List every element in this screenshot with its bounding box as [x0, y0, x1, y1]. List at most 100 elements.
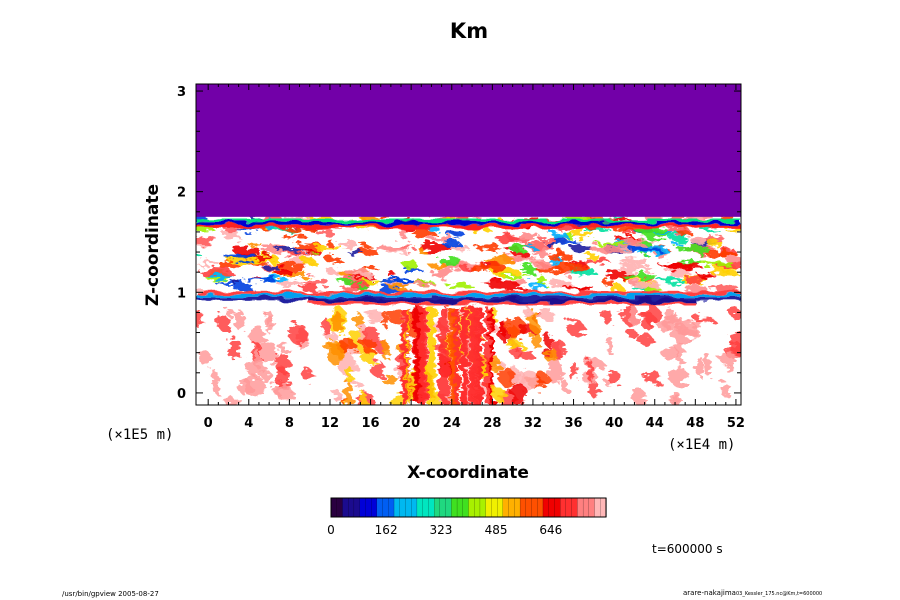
x-tick-label: 20: [402, 416, 420, 431]
x-tick-label: 32: [524, 416, 542, 431]
convection-cell: [729, 307, 741, 319]
turbulence-cell: [535, 276, 547, 284]
turbulence-cell: [495, 234, 519, 242]
colorbar-cell: [542, 497, 550, 518]
plume-column: [419, 307, 428, 405]
turbulence-cell: [584, 254, 601, 259]
x-tick-label: 12: [321, 416, 339, 431]
footer-left: /usr/bin/gpview 2005-08-27: [62, 590, 159, 598]
turbulence-cell: [505, 287, 532, 292]
turbulence-cell: [656, 277, 686, 284]
turbulence-cell: [689, 235, 707, 245]
turbulence-cell: [347, 250, 364, 254]
turbulence-cell: [418, 243, 453, 252]
convection-cell: [381, 374, 398, 385]
colorbar-cell: [582, 497, 590, 518]
turbulence-cell: [232, 245, 261, 255]
y-tick-label: 0: [177, 387, 186, 402]
plume-column: [461, 307, 469, 405]
colorbar-cell: [411, 497, 418, 518]
convection-cell: [235, 309, 245, 331]
convection-cell: [728, 333, 741, 355]
turbulence-cell: [583, 258, 610, 265]
turbulence-cell: [446, 283, 474, 289]
colorbar-cell: [342, 497, 349, 518]
turbulence-cell: [485, 280, 520, 289]
colorbar-cell: [519, 497, 527, 518]
convection-cell: [253, 349, 261, 369]
colorbar-tick-label: 323: [429, 523, 452, 537]
convection-cell: [658, 319, 671, 332]
convection-cell: [493, 386, 506, 402]
colorbar-cell: [548, 497, 556, 518]
footer-right-main: arare-nakajima: [683, 589, 736, 597]
turbulence-cell: [261, 244, 289, 255]
colorbar-cell: [348, 497, 355, 518]
convection-cell: [589, 380, 599, 399]
colorbar-cell: [468, 497, 475, 518]
turbulence-cell: [196, 254, 203, 259]
convection-cell: [631, 388, 646, 405]
turbulence-cell: [672, 242, 683, 247]
turbulence-cell: [725, 255, 741, 264]
convection-cell: [388, 307, 405, 325]
convection-cell: [345, 366, 353, 383]
upper-uniform-region: [196, 84, 741, 217]
convection-cell: [724, 362, 734, 373]
turbulence-cell: [572, 284, 594, 291]
y-scale-label: (×1E5 m): [106, 427, 173, 443]
x-tick-label: 52: [727, 416, 745, 431]
convection-cell: [259, 341, 278, 364]
x-tick-label: 48: [686, 416, 704, 431]
turbulence-cell: [357, 285, 370, 292]
convection-cell: [199, 350, 212, 366]
turbulence-cell: [304, 248, 316, 252]
turbulence-cell: [268, 255, 280, 265]
y-tick-label: 3: [177, 85, 186, 100]
turbulence-cell: [685, 276, 703, 286]
convection-cell: [226, 309, 236, 318]
turbulence-cell: [219, 260, 240, 271]
turbulence-cell: [707, 238, 722, 248]
colorbar-cell: [565, 497, 573, 518]
convection-cell: [344, 382, 354, 405]
convection-cell: [720, 381, 730, 397]
convection-cell: [324, 332, 338, 341]
plume-column: [454, 307, 459, 405]
turbulence-cell: [196, 235, 218, 245]
band-upper-turbulent-layer: [196, 224, 741, 228]
plume-column: [485, 307, 493, 405]
colorbar-cell: [388, 497, 395, 518]
colorbar-cell: [508, 497, 515, 518]
turbulence-cell: [246, 260, 267, 266]
turbulence-cell: [519, 266, 541, 273]
turbulence-cell: [709, 269, 738, 275]
y-axis-label: Z-coordinate: [143, 184, 163, 306]
x-scale-label: (×1E4 m): [668, 437, 735, 453]
band-inversion-layer: [196, 297, 741, 301]
colorbar-cell: [353, 497, 361, 518]
convection-cell: [262, 315, 275, 326]
x-tick-label: 40: [605, 416, 623, 431]
colorbar-frame: [330, 497, 607, 518]
colorbar-cell: [497, 497, 504, 518]
turbulence-cell: [665, 261, 702, 271]
turbulence-cell: [628, 247, 663, 252]
turbulence-cell: [512, 249, 529, 258]
turbulence-cell: [301, 257, 316, 265]
band-inversion-layer: [196, 294, 741, 298]
x-axis-label: X-coordinate: [407, 463, 529, 483]
convection-cell: [275, 366, 290, 391]
turbulence-cell: [475, 245, 501, 251]
colorbar-cell: [330, 497, 338, 518]
y-axis: 0 1 2 3: [177, 85, 741, 402]
turbulence-cell: [386, 250, 410, 254]
convection-cell: [245, 376, 265, 399]
convection-cell: [325, 340, 343, 364]
turbulence-cell: [314, 245, 344, 251]
convection-cell: [535, 372, 549, 384]
turbulence-cell: [610, 285, 625, 293]
convection-cell: [360, 391, 367, 405]
band-upper-turbulent-layer: [196, 221, 741, 225]
time-label: t=600000 s: [652, 542, 723, 556]
